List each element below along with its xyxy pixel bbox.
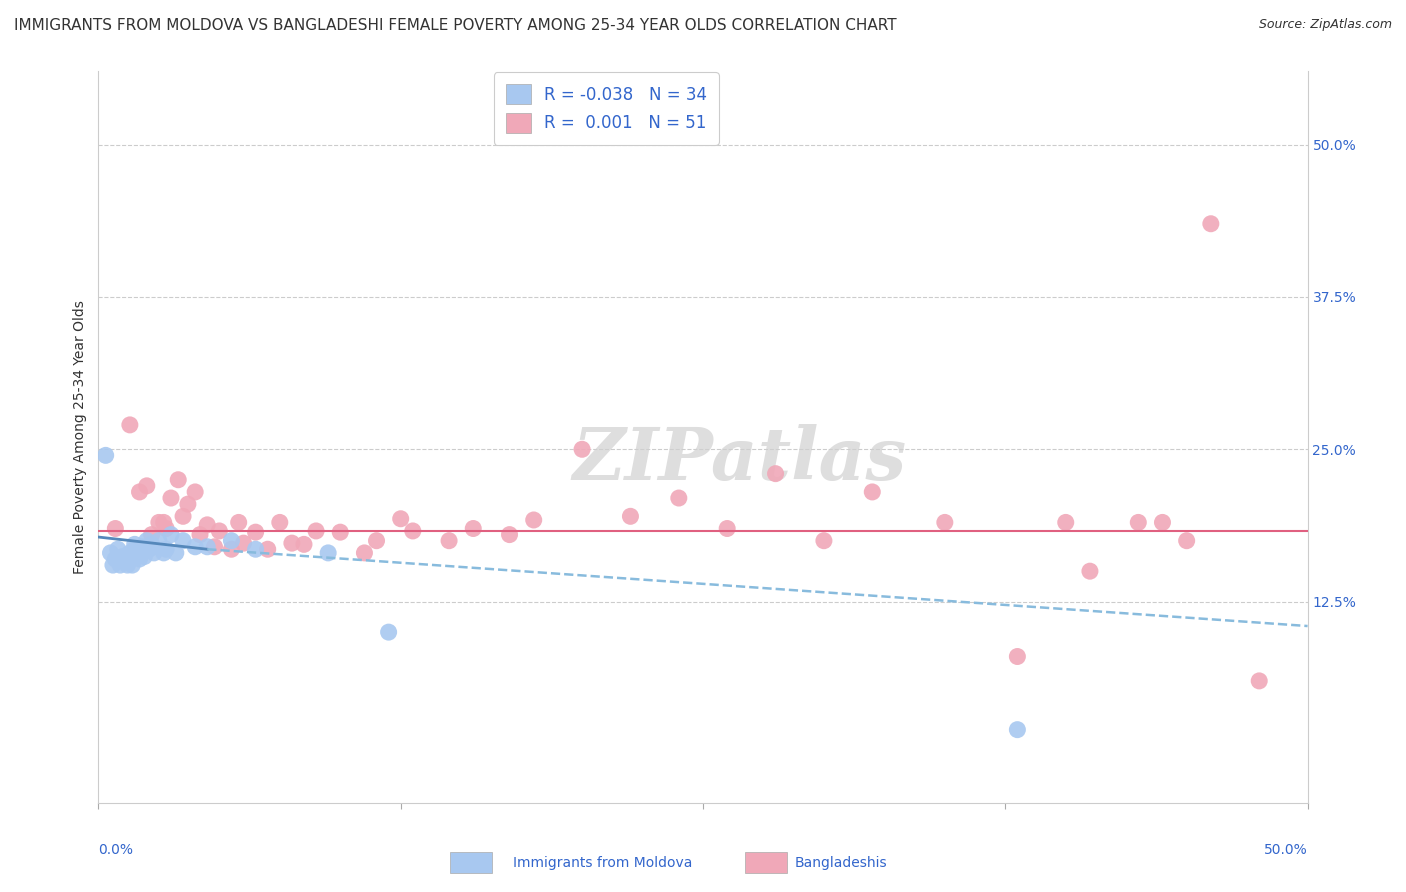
Point	[188, 527, 211, 541]
Point	[131, 540, 153, 554]
Point	[571, 442, 593, 457]
Point	[172, 533, 194, 548]
Point	[177, 497, 200, 511]
Point	[208, 524, 231, 538]
Point	[141, 537, 163, 551]
Point	[117, 558, 139, 573]
Text: Bangladeshis: Bangladeshis	[794, 855, 887, 870]
Point	[104, 552, 127, 566]
Point	[195, 517, 218, 532]
Point	[108, 558, 131, 573]
Point	[128, 552, 150, 566]
Point	[204, 540, 226, 554]
Point	[135, 533, 157, 548]
Point	[1007, 723, 1029, 737]
Point	[402, 524, 425, 538]
Point	[152, 546, 174, 560]
Point	[813, 533, 835, 548]
Point	[256, 542, 278, 557]
Point	[94, 448, 117, 462]
Bar	[745, 852, 787, 873]
Point	[172, 509, 194, 524]
Text: 50.0%: 50.0%	[1264, 843, 1308, 857]
Legend: R = -0.038   N = 34, R =  0.001   N = 51: R = -0.038 N = 34, R = 0.001 N = 51	[494, 72, 718, 145]
Point	[1175, 533, 1198, 548]
Point	[107, 542, 129, 557]
Text: ZIPatlas: ZIPatlas	[572, 424, 907, 494]
Point	[860, 485, 883, 500]
Point	[114, 554, 136, 568]
Point	[245, 542, 267, 557]
Point	[155, 542, 177, 557]
Point	[269, 516, 291, 530]
Point	[292, 537, 315, 551]
Point	[221, 542, 243, 557]
Point	[124, 542, 146, 557]
Point	[619, 509, 641, 524]
Point	[111, 549, 134, 564]
Point	[184, 485, 207, 500]
Point	[1054, 516, 1077, 530]
Point	[437, 533, 460, 548]
Point	[100, 546, 122, 560]
Point	[160, 491, 183, 505]
Point	[101, 558, 124, 573]
Point	[389, 512, 412, 526]
Point	[152, 516, 174, 530]
Point	[118, 546, 141, 560]
Point	[141, 527, 163, 541]
Text: IMMIGRANTS FROM MOLDOVA VS BANGLADESHI FEMALE POVERTY AMONG 25-34 YEAR OLDS CORR: IMMIGRANTS FROM MOLDOVA VS BANGLADESHI F…	[14, 18, 897, 33]
Text: Immigrants from Moldova: Immigrants from Moldova	[513, 855, 693, 870]
Point	[377, 625, 399, 640]
Point	[148, 516, 170, 530]
Point	[353, 546, 375, 560]
Point	[1152, 516, 1174, 530]
Point	[138, 542, 160, 557]
Point	[127, 546, 149, 560]
Point	[124, 537, 146, 551]
Text: Source: ZipAtlas.com: Source: ZipAtlas.com	[1258, 18, 1392, 31]
Point	[329, 525, 352, 540]
Point	[148, 533, 170, 548]
Point	[232, 536, 254, 550]
Point	[121, 558, 143, 573]
Point	[167, 473, 190, 487]
Point	[160, 527, 183, 541]
Point	[118, 417, 141, 432]
Point	[716, 521, 738, 535]
Point	[366, 533, 388, 548]
Point	[245, 525, 267, 540]
Point	[128, 485, 150, 500]
Point	[523, 513, 546, 527]
Point	[1007, 649, 1029, 664]
Point	[1128, 516, 1150, 530]
Bar	[450, 852, 492, 873]
Point	[135, 479, 157, 493]
Point	[668, 491, 690, 505]
Point	[228, 516, 250, 530]
Point	[195, 540, 218, 554]
Point	[463, 521, 485, 535]
Point	[221, 533, 243, 548]
Point	[765, 467, 787, 481]
Point	[134, 549, 156, 564]
Point	[316, 546, 339, 560]
Point	[155, 521, 177, 535]
Point	[498, 527, 520, 541]
Point	[143, 546, 166, 560]
Point	[1249, 673, 1271, 688]
Point	[934, 516, 956, 530]
Y-axis label: Female Poverty Among 25-34 Year Olds: Female Poverty Among 25-34 Year Olds	[73, 300, 87, 574]
Text: 0.0%: 0.0%	[98, 843, 134, 857]
Point	[1199, 217, 1222, 231]
Point	[305, 524, 328, 538]
Point	[1078, 564, 1101, 578]
Point	[104, 521, 127, 535]
Point	[165, 546, 187, 560]
Point	[184, 540, 207, 554]
Point	[281, 536, 304, 550]
